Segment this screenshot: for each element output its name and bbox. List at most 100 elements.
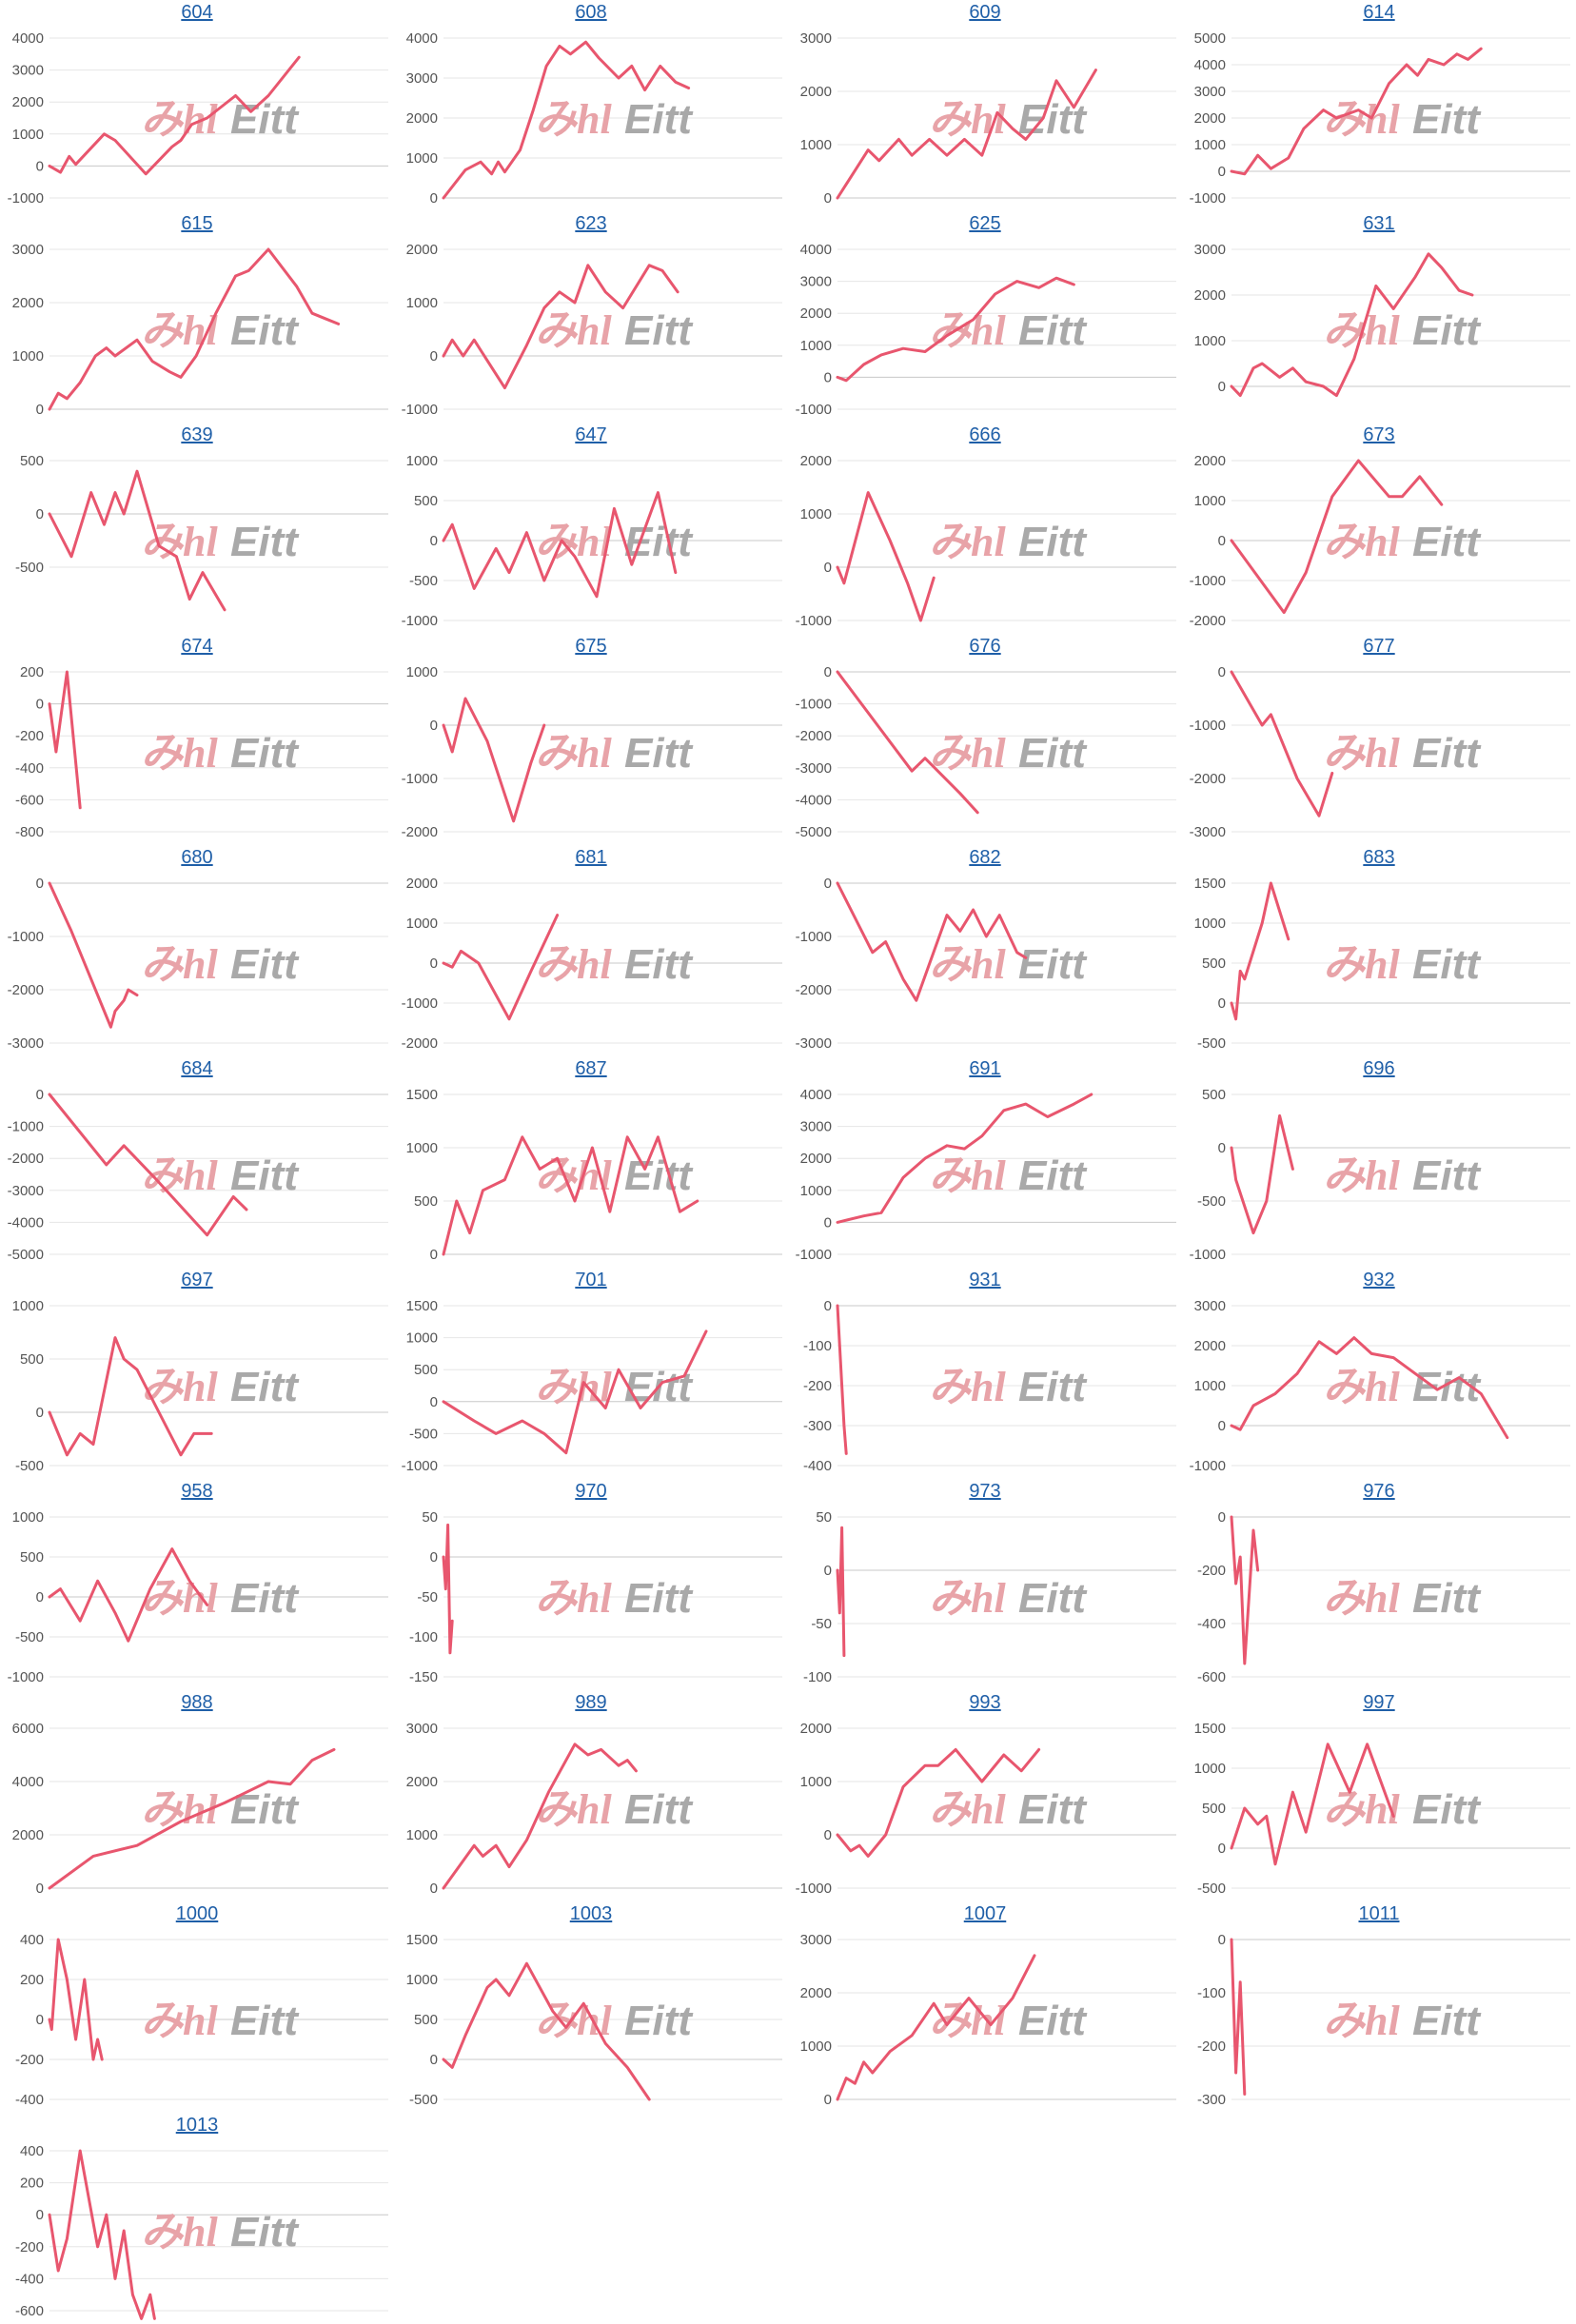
y-tick-label: 1000 bbox=[406, 1972, 438, 1988]
watermark-text-left: みhl bbox=[535, 730, 612, 777]
chart-title-link[interactable]: 673 bbox=[1363, 424, 1395, 445]
watermark-text-right: Eitt bbox=[624, 1152, 694, 1199]
y-tick-label: 1000 bbox=[800, 2038, 832, 2055]
chart-title-link[interactable]: 691 bbox=[969, 1058, 1001, 1079]
series-line bbox=[836, 1954, 1036, 2101]
chart-title-link[interactable]: 680 bbox=[181, 847, 213, 868]
y-tick-label: -3000 bbox=[1190, 824, 1226, 840]
chart-panel: 0 -1000 -2000 -3000 -4000 -5000 みhl Eitt 676 bbox=[788, 634, 1182, 845]
chart-svg: 2000 1000 0 -1000 みhl Eitt bbox=[402, 242, 782, 418]
chart-title-link[interactable]: 976 bbox=[1363, 1481, 1395, 1502]
chart-title-link[interactable]: 676 bbox=[969, 636, 1001, 657]
chart-title-link[interactable]: 1007 bbox=[963, 1903, 1007, 1924]
chart-panel: 1000 500 0 -500 -1000 みhl Eitt 958 bbox=[0, 1479, 394, 1690]
chart-title-link[interactable]: 631 bbox=[1363, 213, 1395, 234]
chart-panel: 3000 2000 1000 0 みhl Eitt 609 bbox=[788, 0, 1182, 211]
y-tick-label: 500 bbox=[20, 453, 44, 469]
chart-title-link[interactable]: 666 bbox=[969, 424, 1001, 445]
chart-title-link[interactable]: 931 bbox=[969, 1270, 1001, 1290]
watermark-text-right: Eitt bbox=[624, 941, 694, 988]
chart-title-link[interactable]: 614 bbox=[1363, 2, 1395, 23]
y-tick-label: 0 bbox=[36, 1087, 44, 1103]
chart-title-link[interactable]: 682 bbox=[969, 847, 1001, 868]
y-tick-label: 6000 bbox=[12, 1721, 44, 1737]
y-tick-label: 0 bbox=[430, 955, 438, 972]
chart-svg: 0 -1000 -2000 -3000 みhl Eitt bbox=[796, 876, 1176, 1052]
chart-title-link[interactable]: 604 bbox=[181, 2, 213, 23]
y-tick-label: -1000 bbox=[796, 697, 832, 713]
y-tick-label: 0 bbox=[1218, 1841, 1226, 1857]
watermark-logo: みhl Eitt bbox=[141, 2209, 300, 2255]
watermark-logo: みhl Eitt bbox=[1323, 1998, 1482, 2044]
chart-title-link[interactable]: 1013 bbox=[175, 2115, 219, 2136]
chart-title-link[interactable]: 973 bbox=[969, 1481, 1001, 1502]
y-tick-label: 1000 bbox=[12, 1298, 44, 1314]
chart-svg: 5000 4000 3000 2000 1000 0 -1000 みhl Eitt bbox=[1190, 30, 1570, 207]
y-tick-label: 0 bbox=[824, 1827, 832, 1843]
watermark-logo: みhl Eitt bbox=[535, 96, 694, 143]
chart-title-link[interactable]: 989 bbox=[575, 1692, 607, 1713]
y-tick-label: -3000 bbox=[8, 1183, 44, 1199]
chart-title-link[interactable]: 993 bbox=[969, 1692, 1001, 1713]
chart-title-link[interactable]: 608 bbox=[575, 2, 607, 23]
chart-title-link[interactable]: 970 bbox=[575, 1481, 607, 1502]
series-line bbox=[48, 469, 227, 612]
y-tick-label: 500 bbox=[414, 493, 438, 509]
y-tick-label: 0 bbox=[36, 2012, 44, 2028]
chart-title-link[interactable]: 701 bbox=[575, 1270, 607, 1290]
series-line bbox=[48, 881, 139, 1029]
chart-title-link[interactable]: 647 bbox=[575, 424, 607, 445]
y-tick-label: 3000 bbox=[800, 274, 832, 290]
y-tick-label: 1000 bbox=[406, 1330, 438, 1347]
y-tick-label: -500 bbox=[15, 1458, 44, 1474]
y-tick-label: -1000 bbox=[796, 929, 832, 945]
chart-title-link[interactable]: 687 bbox=[575, 1058, 607, 1079]
chart-title-link[interactable]: 988 bbox=[181, 1692, 213, 1713]
chart-title-link[interactable]: 681 bbox=[575, 847, 607, 868]
chart-svg: 1000 0 -1000 -2000 みhl Eitt bbox=[402, 664, 782, 840]
watermark-text-right: Eitt bbox=[230, 730, 300, 777]
chart-title-link[interactable]: 674 bbox=[181, 636, 213, 657]
y-tick-label: -400 bbox=[1197, 1616, 1226, 1632]
chart-panel: 2000 1000 0 -1000 -2000 みhl Eitt 681 bbox=[394, 845, 788, 1056]
y-tick-label: 1500 bbox=[406, 1298, 438, 1314]
chart-title-link[interactable]: 683 bbox=[1363, 847, 1395, 868]
y-tick-label: -1000 bbox=[8, 929, 44, 945]
y-tick-label: 0 bbox=[1218, 533, 1226, 549]
chart-title-link[interactable]: 625 bbox=[969, 213, 1001, 234]
chart-title-link[interactable]: 932 bbox=[1363, 1270, 1395, 1290]
chart-title-link[interactable]: 958 bbox=[181, 1481, 213, 1502]
y-tick-label: 1000 bbox=[12, 348, 44, 364]
chart-panel: 1500 1000 500 0 -500 -1000 みhl Eitt 701 bbox=[394, 1268, 788, 1479]
chart-title-link[interactable]: 684 bbox=[181, 1058, 213, 1079]
chart-title-link[interactable]: 639 bbox=[181, 424, 213, 445]
chart-title-link[interactable]: 615 bbox=[181, 213, 213, 234]
watermark-text-left: みhl bbox=[1323, 96, 1400, 143]
chart-title-link[interactable]: 1011 bbox=[1358, 1903, 1400, 1924]
chart-title-link[interactable]: 997 bbox=[1363, 1692, 1395, 1713]
watermark-logo: みhl Eitt bbox=[929, 519, 1088, 565]
chart-panel: 3000 2000 1000 0 みhl Eitt 1007 bbox=[788, 1901, 1182, 2113]
y-tick-label: 2000 bbox=[406, 110, 438, 127]
chart-title-link[interactable]: 696 bbox=[1363, 1058, 1395, 1079]
chart-title-link[interactable]: 697 bbox=[181, 1270, 213, 1290]
chart-title-link[interactable]: 675 bbox=[575, 636, 607, 657]
y-tick-label: -2000 bbox=[1190, 771, 1226, 787]
y-tick-label: 4000 bbox=[800, 1087, 832, 1103]
chart-svg: 0 -1000 -2000 -3000 みhl Eitt bbox=[1190, 664, 1570, 840]
chart-title-link[interactable]: 677 bbox=[1363, 636, 1395, 657]
chart-panel: 200 0 -200 -400 -600 -800 みhl Eitt 674 bbox=[0, 634, 394, 845]
chart-title-link[interactable]: 609 bbox=[969, 2, 1001, 23]
y-tick-label: 0 bbox=[824, 1563, 832, 1579]
chart-panel: 0 -200 -400 -600 みhl Eitt 976 bbox=[1182, 1479, 1576, 1690]
y-tick-label: -1000 bbox=[1190, 190, 1226, 207]
watermark-text-right: Eitt bbox=[624, 1786, 694, 1833]
chart-title-link[interactable]: 623 bbox=[575, 213, 607, 234]
series-line bbox=[836, 1747, 1041, 1858]
chart-title-link[interactable]: 1003 bbox=[569, 1903, 613, 1924]
chart-title-link[interactable]: 1000 bbox=[175, 1903, 219, 1924]
watermark-logo: みhl Eitt bbox=[535, 1575, 694, 1622]
series-line bbox=[442, 697, 546, 823]
y-tick-label: 2000 bbox=[12, 94, 44, 110]
